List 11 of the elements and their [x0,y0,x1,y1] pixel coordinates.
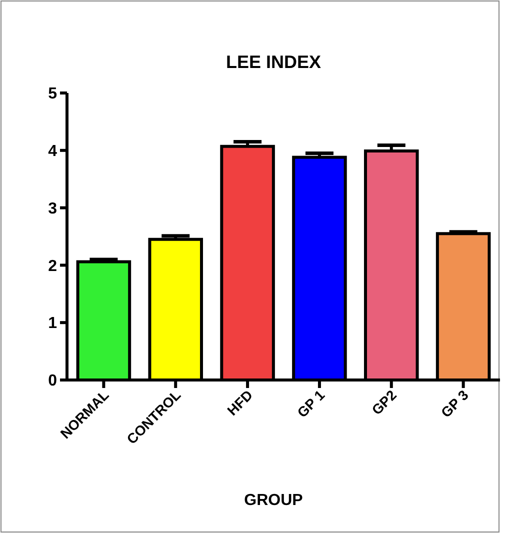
x-tick-label: GP2 [368,386,400,418]
x-tick-label: GP 1 [294,386,328,421]
y-tick-label: 0 [48,372,58,390]
y-tick-label: 2 [48,258,58,275]
y-tick-label: 1 [48,315,58,332]
y-tick-label: 5 [48,86,58,103]
chart-title: LEE INDEX [226,52,322,72]
y-tick-label: 3 [48,200,58,218]
x-axis-title: GROUP [244,492,304,509]
y-tick-label: 4 [48,143,58,160]
x-tick-label: GP 3 [438,386,472,421]
